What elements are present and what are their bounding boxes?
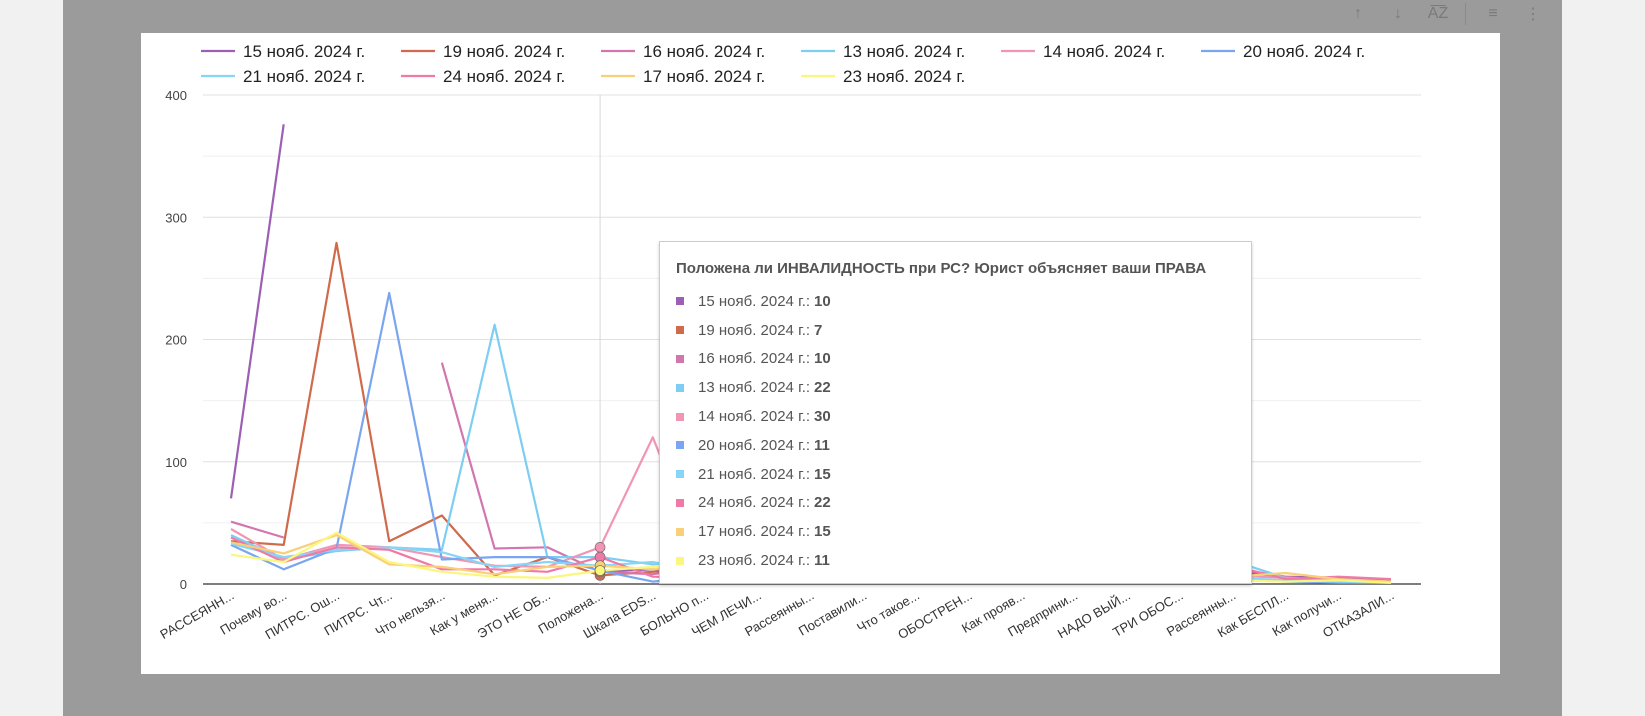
tooltip-row: 13 нояб. 2024 г.: 22	[676, 373, 1235, 402]
tooltip-swatch	[676, 556, 684, 565]
page-gutter-left	[0, 0, 63, 716]
y-tick-label: 400	[165, 88, 187, 103]
tooltip-value: 11	[814, 436, 830, 454]
tooltip-swatch	[676, 383, 684, 392]
toolbar-divider	[1465, 3, 1466, 25]
hover-point-4	[594, 542, 606, 553]
tooltip-label: 24 нояб. 2024 г.:	[698, 494, 811, 512]
tooltip-value: 22	[814, 379, 831, 397]
sort-az-icon[interactable]: A͞Z	[1427, 5, 1449, 22]
tooltip-row: 15 нояб. 2024 г.: 10	[676, 287, 1235, 316]
chart-toolbar: ↑ ↓ A͞Z ≡ ⋮	[1343, 0, 1562, 28]
tooltip-row: 19 нояб. 2024 г.: 7	[676, 316, 1235, 345]
legend-label: 14 нояб. 2024 г.	[1043, 42, 1165, 61]
tooltip-value: 22	[814, 494, 831, 512]
y-axis: 0 100 200 300 400	[165, 88, 187, 592]
tooltip-swatch	[676, 498, 684, 507]
tooltip-row: 21 нояб. 2024 г.: 15	[676, 460, 1235, 489]
tooltip-swatch	[676, 326, 684, 335]
tooltip-row: 17 нояб. 2024 г.: 15	[676, 517, 1235, 546]
hover-point-9	[594, 565, 606, 576]
filter-icon[interactable]: ≡	[1488, 5, 1498, 22]
legend-label: 13 нояб. 2024 г.	[843, 42, 965, 61]
tooltip-row: 20 нояб. 2024 г.: 11	[676, 431, 1235, 460]
tooltip-swatch	[676, 527, 684, 536]
x-axis: РАССЕЯНН...Почему во...ПИТРС. Ош...ПИТРС…	[157, 588, 1396, 643]
tooltip-value: 10	[814, 292, 831, 310]
tooltip-title: Положена ли ИНВАЛИДНОСТЬ при РС? Юрист о…	[676, 260, 1207, 277]
tooltip-value: 10	[814, 350, 831, 368]
legend-label: 21 нояб. 2024 г.	[243, 67, 365, 86]
tooltip-value: 7	[814, 321, 823, 339]
tooltip-row: 16 нояб. 2024 г.: 10	[676, 345, 1235, 374]
hover-points	[594, 542, 606, 581]
y-tick-label: 200	[165, 333, 187, 348]
legend: 15 нояб. 2024 г. 19 нояб. 2024 г. 16 нояб.…	[201, 42, 1365, 86]
tooltip-value: 15	[814, 465, 831, 483]
y-tick-label: 300	[165, 210, 187, 225]
tooltip-row: 14 нояб. 2024 г.: 30	[676, 402, 1235, 431]
tooltip-row: 23 нояб. 2024 г.: 11	[676, 546, 1235, 575]
more-vert-icon[interactable]: ⋮	[1525, 6, 1541, 23]
tooltip-swatch	[676, 354, 684, 363]
tooltip-label: 14 нояб. 2024 г.:	[698, 408, 811, 426]
tooltip-label: 20 нояб. 2024 г.:	[698, 436, 811, 454]
tooltip-value: 15	[814, 523, 831, 541]
legend-label: 23 нояб. 2024 г.	[843, 67, 965, 86]
tooltip-swatch	[676, 297, 684, 306]
legend-label: 24 нояб. 2024 г.	[443, 67, 565, 86]
tooltip-swatch	[676, 470, 684, 479]
legend-label: 16 нояб. 2024 г.	[643, 42, 765, 61]
tooltip-value: 11	[814, 552, 830, 570]
tooltip-label: 15 нояб. 2024 г.:	[698, 292, 811, 310]
tooltip-row: 24 нояб. 2024 г.: 22	[676, 489, 1235, 518]
tooltip-swatch	[676, 441, 684, 450]
page-gutter-right	[1562, 0, 1645, 716]
chart-tooltip: Положена ли ИНВАЛИДНОСТЬ при РС? Юрист о…	[659, 241, 1252, 584]
tooltip-label: 19 нояб. 2024 г.:	[698, 321, 811, 339]
tooltip-swatch	[676, 412, 684, 421]
sort-down-icon[interactable]: ↓	[1394, 5, 1402, 22]
tooltip-value: 30	[814, 408, 831, 426]
tooltip-label: 16 нояб. 2024 г.:	[698, 350, 811, 368]
legend-label: 17 нояб. 2024 г.	[643, 67, 765, 86]
legend-label: 19 нояб. 2024 г.	[443, 42, 565, 61]
y-tick-label: 100	[165, 455, 187, 470]
y-tick-label: 0	[180, 577, 187, 592]
tooltip-label: 23 нояб. 2024 г.:	[698, 552, 811, 570]
legend-label: 20 нояб. 2024 г.	[1243, 42, 1365, 61]
tooltip-rows: 15 нояб. 2024 г.: 10 19 нояб. 2024 г.: 7 16 …	[676, 287, 1235, 575]
tooltip-label: 17 нояб. 2024 г.:	[698, 523, 811, 541]
tooltip-label: 21 нояб. 2024 г.:	[698, 465, 811, 483]
legend-label: 15 нояб. 2024 г.	[243, 42, 365, 61]
sort-up-icon[interactable]: ↑	[1354, 5, 1362, 22]
tooltip-label: 13 нояб. 2024 г.:	[698, 379, 811, 397]
